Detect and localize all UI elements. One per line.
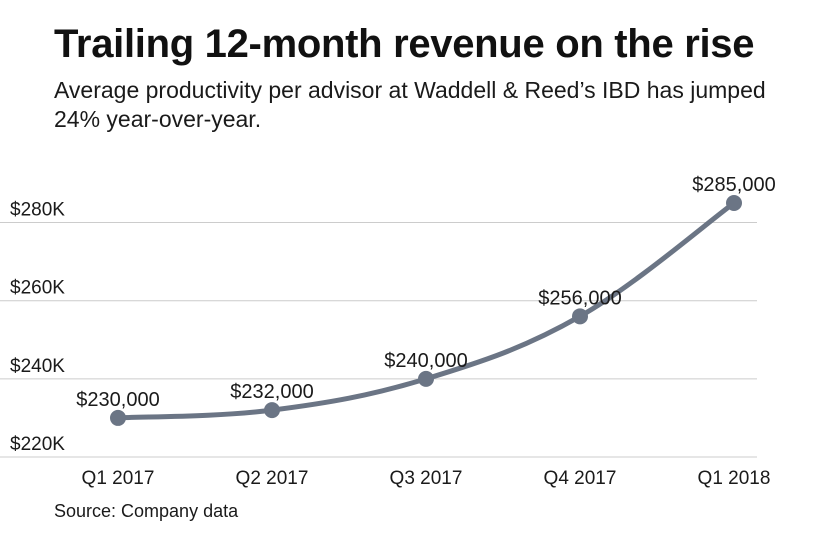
x-tick-label: Q2 2017 [236, 468, 309, 489]
data-point [418, 370, 434, 387]
data-labels: $230,000 $232,000 $240,000 $256,000 $285,000 [76, 174, 775, 411]
x-tick-label: Q1 2017 [82, 468, 155, 489]
chart-title: Trailing 12-month revenue on the rise [54, 22, 755, 66]
data-point [726, 195, 742, 211]
data-point [572, 308, 588, 325]
x-tick-label: Q4 2017 [544, 468, 617, 489]
chart-subtitle: Average productivity per advisor at Wadd… [54, 77, 766, 132]
x-tick-label: Q1 2018 [698, 468, 771, 489]
data-label: $256,000 [538, 287, 621, 309]
y-tick-label: $220K [10, 434, 65, 455]
data-point [110, 409, 126, 426]
data-label: $285,000 [692, 174, 775, 196]
x-axis-ticks: Q1 2017 Q2 2017 Q3 2017 Q4 2017 Q1 2018 [82, 468, 771, 489]
data-points [110, 195, 742, 426]
source-note: Source: Company data [54, 501, 239, 521]
data-label: $240,000 [384, 350, 467, 372]
gridlines [0, 222, 757, 458]
data-label: $230,000 [76, 389, 159, 411]
y-tick-label: $260K [10, 278, 65, 299]
y-tick-label: $280K [10, 200, 65, 221]
y-tick-label: $240K [10, 356, 65, 377]
y-axis-ticks: $220K $240K $260K $280K [10, 200, 65, 455]
data-label: $232,000 [230, 381, 313, 403]
x-tick-label: Q3 2017 [390, 468, 463, 489]
data-point [264, 402, 280, 419]
